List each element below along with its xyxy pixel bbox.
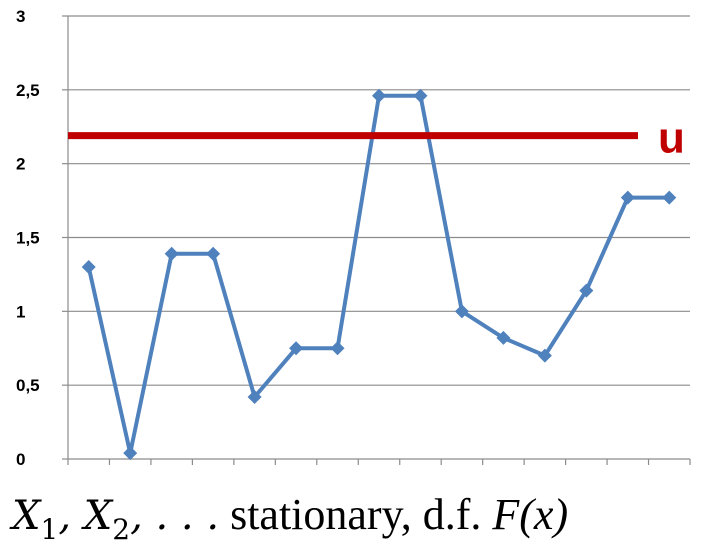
data-series (81, 88, 677, 461)
caption-subscript-2: 2 (112, 513, 131, 546)
data-point (372, 88, 386, 103)
data-point (330, 341, 345, 356)
caption-ellipsis: , . . . (130, 493, 220, 539)
data-point (247, 389, 262, 404)
data-point (496, 330, 511, 345)
caption: X1, X2, . . . stationary, d.f. F(x) (12, 484, 568, 546)
data-point (620, 190, 635, 205)
data-point (123, 446, 138, 461)
y-tick-label: 1,5 (16, 229, 40, 248)
y-tick-label: 2 (16, 155, 25, 174)
caption-variable-1: X1 (12, 493, 58, 544)
gridlines (68, 15, 690, 386)
caption-subscript-1: 1 (40, 513, 59, 546)
caption-separator: , (58, 493, 84, 539)
y-tick-label: 3 (16, 7, 25, 26)
series-line (86, 93, 672, 456)
data-point (289, 341, 304, 356)
y-tick-label: 1 (16, 302, 25, 321)
data-point (454, 304, 469, 319)
line-chart: 0 0,5 1 1,5 2 2,5 3 u (16, 7, 691, 469)
data-point (164, 246, 179, 261)
caption-variable-2: X2 (83, 493, 130, 544)
y-axis: 0 0,5 1 1,5 2 2,5 3 (16, 7, 69, 469)
caption-function: F(x) (492, 490, 569, 539)
y-tick-label: 0 (16, 450, 25, 469)
data-point (81, 260, 96, 275)
x-axis (67, 458, 691, 465)
data-point (579, 283, 594, 298)
caption-x1: X (12, 493, 41, 539)
threshold-label: u (658, 114, 685, 163)
caption-text: stationary, d.f. (230, 490, 482, 539)
y-tick-label: 2,5 (16, 81, 40, 100)
data-point (537, 348, 552, 363)
data-point (206, 246, 221, 261)
data-point (413, 88, 428, 103)
threshold-line-group: u (68, 114, 685, 163)
data-point (662, 190, 677, 205)
y-tick-label: 0,5 (16, 376, 40, 395)
caption-x2: X (83, 493, 113, 539)
